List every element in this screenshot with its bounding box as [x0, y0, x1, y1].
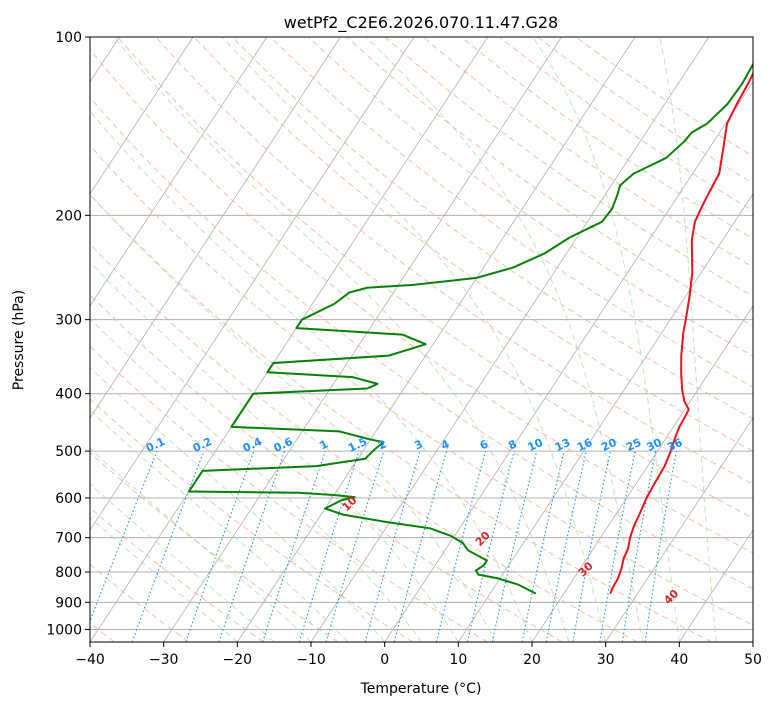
- moist-adiabat: [365, 37, 643, 642]
- isotherm: [384, 81, 753, 642]
- y-tick-label: 300: [55, 313, 82, 329]
- x-tick-label: −30: [149, 652, 179, 668]
- moist-adiabat: [221, 37, 607, 642]
- y-tick-label: 800: [55, 565, 82, 581]
- temperature-profile: [609, 71, 753, 594]
- isotherm: [90, 37, 194, 195]
- dry-adiabat: [193, 37, 753, 452]
- isotherm: [605, 417, 753, 642]
- mixing-ratio-line: [364, 450, 421, 642]
- isotherm: [531, 305, 753, 642]
- y-tick-label: 600: [55, 491, 82, 507]
- mixing-ratio-line: [131, 450, 205, 642]
- mixing-ratio-label: 13: [553, 436, 572, 454]
- mixing-ratio-line: [218, 450, 286, 642]
- dry-adiabat: [90, 96, 753, 590]
- adiabat-labels: 0.1 0.2 0.4 0.6 1 1.5 2 3 4 6 8 10 13 16 20 25 30 3610203…: [144, 435, 685, 607]
- y-tick-label: 1000: [46, 622, 82, 638]
- mixing-ratio-line: [185, 450, 255, 642]
- x-axis-title: Temperature (°C): [360, 681, 482, 697]
- sounding-lines: [187, 62, 753, 595]
- mixing-ratio-label: 30: [645, 436, 665, 454]
- mixing-ratio-line: [644, 451, 677, 642]
- y-axis-title: Pressure (hPa): [11, 290, 27, 390]
- moist-adiabat: [532, 37, 680, 642]
- moist-adiabat: [113, 37, 570, 642]
- x-axis: −40 −30 −20 −10 0 10 20 30 40 50: [75, 642, 762, 668]
- dry-adiabat: [231, 37, 753, 420]
- x-tick-label: 0: [380, 652, 389, 668]
- moist-adiabat: [90, 318, 422, 642]
- mixing-ratio-label: 36: [665, 436, 685, 454]
- isotherm: [678, 529, 753, 642]
- isotherm: [457, 193, 753, 642]
- mixing-ratio-line: [325, 450, 385, 642]
- isotherm: [90, 37, 415, 531]
- x-tick-label: 40: [670, 652, 688, 668]
- mixing-ratio-label: 25: [624, 436, 643, 454]
- mixing-ratio-line: [491, 450, 538, 642]
- mixing-ratio-label: 20: [599, 436, 619, 454]
- dry-adiabat: [155, 37, 753, 485]
- isotherm: [163, 37, 562, 642]
- x-tick-label: −40: [75, 652, 105, 668]
- dry-adiabat: [90, 294, 563, 642]
- dry-adiabat: [346, 37, 753, 327]
- moist-adiabat: [659, 37, 717, 642]
- x-tick-label: 50: [744, 652, 762, 668]
- mixing-ratio-line: [435, 450, 487, 642]
- dry-adiabat: [384, 37, 753, 297]
- y-axis: 1000 900 800 700 600 500 400 300 200 100: [46, 30, 90, 638]
- mixing-ratio-line: [298, 450, 360, 642]
- x-tick-label: 20: [523, 652, 541, 668]
- mixing-ratio-label: 16: [575, 436, 595, 454]
- y-tick-label: 400: [55, 387, 82, 403]
- y-tick-label: 200: [55, 208, 82, 224]
- isotherm: [90, 37, 268, 307]
- y-tick-label: 900: [55, 595, 82, 611]
- y-tick-label: 100: [55, 30, 82, 46]
- dry-adiabat: [90, 507, 264, 642]
- plot-frame: [89, 36, 754, 643]
- moist-adiabat: [90, 261, 459, 642]
- x-tick-label: −10: [296, 652, 326, 668]
- x-tick-label: −20: [223, 652, 253, 668]
- dewpoint-profile: [187, 62, 753, 595]
- x-tick-label: 30: [597, 652, 615, 668]
- dry-adiabat: [90, 345, 488, 642]
- mixing-ratio-line: [90, 450, 158, 623]
- dry-adiabat: [90, 144, 753, 626]
- background-lines: [90, 37, 753, 642]
- dry-adiabat: [117, 37, 753, 519]
- x-tick-label: 10: [449, 652, 467, 668]
- mixing-ratio-line: [393, 450, 448, 642]
- isotherm: [236, 37, 636, 642]
- isotherm: [90, 37, 341, 419]
- mixing-ratio-line: [262, 450, 326, 642]
- moist-adiabat: [90, 110, 533, 642]
- y-tick-label: 700: [55, 531, 82, 547]
- dry-adiabat: [90, 48, 753, 554]
- y-tick-label: 500: [55, 444, 82, 460]
- chart-title: wetPf2_C2E6.2026.070.11.47.G28: [284, 13, 558, 33]
- mixing-ratio-label: 10: [526, 436, 546, 454]
